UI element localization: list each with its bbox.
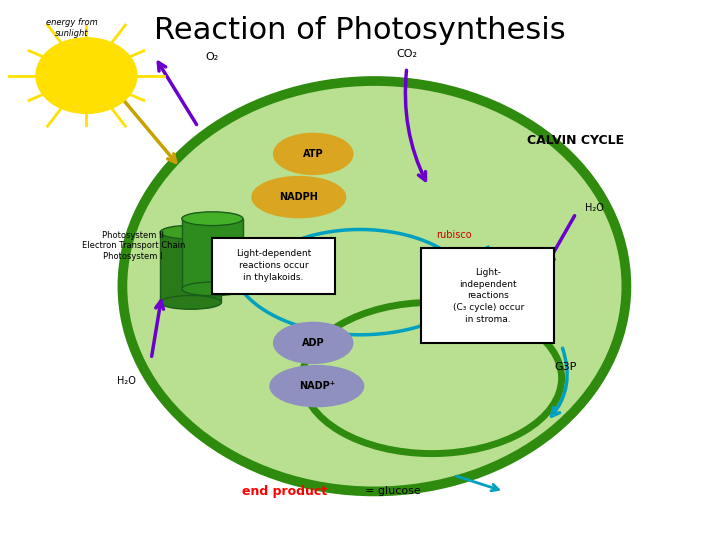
Text: G3P: G3P [554, 362, 577, 372]
Text: H₂O: H₂O [117, 376, 135, 386]
Bar [181, 219, 243, 289]
Bar [160, 232, 222, 302]
FancyBboxPatch shape [421, 248, 554, 343]
Text: Light-
independent
reactions
(C₃ cycle) occur
in stroma.: Light- independent reactions (C₃ cycle) … [453, 268, 523, 324]
Text: energy from
sunlight: energy from sunlight [46, 18, 98, 38]
Ellipse shape [161, 295, 222, 309]
Ellipse shape [274, 322, 353, 363]
Ellipse shape [274, 133, 353, 174]
Ellipse shape [270, 366, 364, 407]
Text: Light-dependent
reactions occur
in thylakoids.: Light-dependent reactions occur in thyla… [236, 249, 311, 282]
Ellipse shape [181, 212, 243, 226]
Text: ADP: ADP [302, 338, 325, 348]
Text: NADPH: NADPH [279, 192, 318, 202]
Text: ATP: ATP [303, 149, 323, 159]
Text: CO₂: CO₂ [396, 49, 418, 59]
Text: NADP⁺: NADP⁺ [299, 381, 335, 391]
Text: O₂: O₂ [206, 52, 219, 62]
Ellipse shape [181, 282, 243, 296]
Ellipse shape [302, 302, 562, 454]
Text: rubisco: rubisco [436, 230, 472, 240]
Text: Photosystem II
Electron Transport Chain
Photosystem I: Photosystem II Electron Transport Chain … [81, 231, 185, 261]
Ellipse shape [161, 225, 222, 239]
Ellipse shape [122, 81, 626, 491]
FancyBboxPatch shape [212, 238, 335, 294]
Text: Reaction of Photosynthesis: Reaction of Photosynthesis [154, 16, 566, 45]
Circle shape [36, 38, 137, 113]
Text: H₂O: H₂O [585, 203, 603, 213]
Ellipse shape [252, 177, 346, 218]
Text: = glucose: = glucose [364, 487, 420, 496]
Text: end product: end product [242, 485, 327, 498]
Text: CALVIN CYCLE: CALVIN CYCLE [528, 134, 624, 147]
